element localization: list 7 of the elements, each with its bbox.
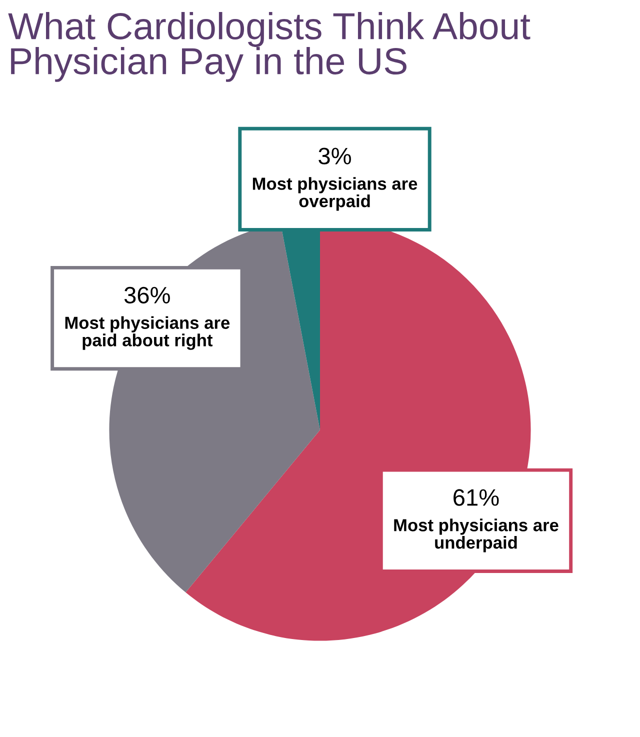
chart-title: What Cardiologists Think About Physician Pay in the US <box>8 12 530 82</box>
data-label: 3% <box>318 148 351 164</box>
data-label: 61% <box>454 489 499 506</box>
slice-label: Most physicians are overpaid <box>252 177 418 211</box>
data-label: 36% <box>124 286 170 304</box>
slice-label: Most physicians are underpaid <box>394 518 558 552</box>
slice-label: Most physicians are paid about right <box>65 316 230 350</box>
